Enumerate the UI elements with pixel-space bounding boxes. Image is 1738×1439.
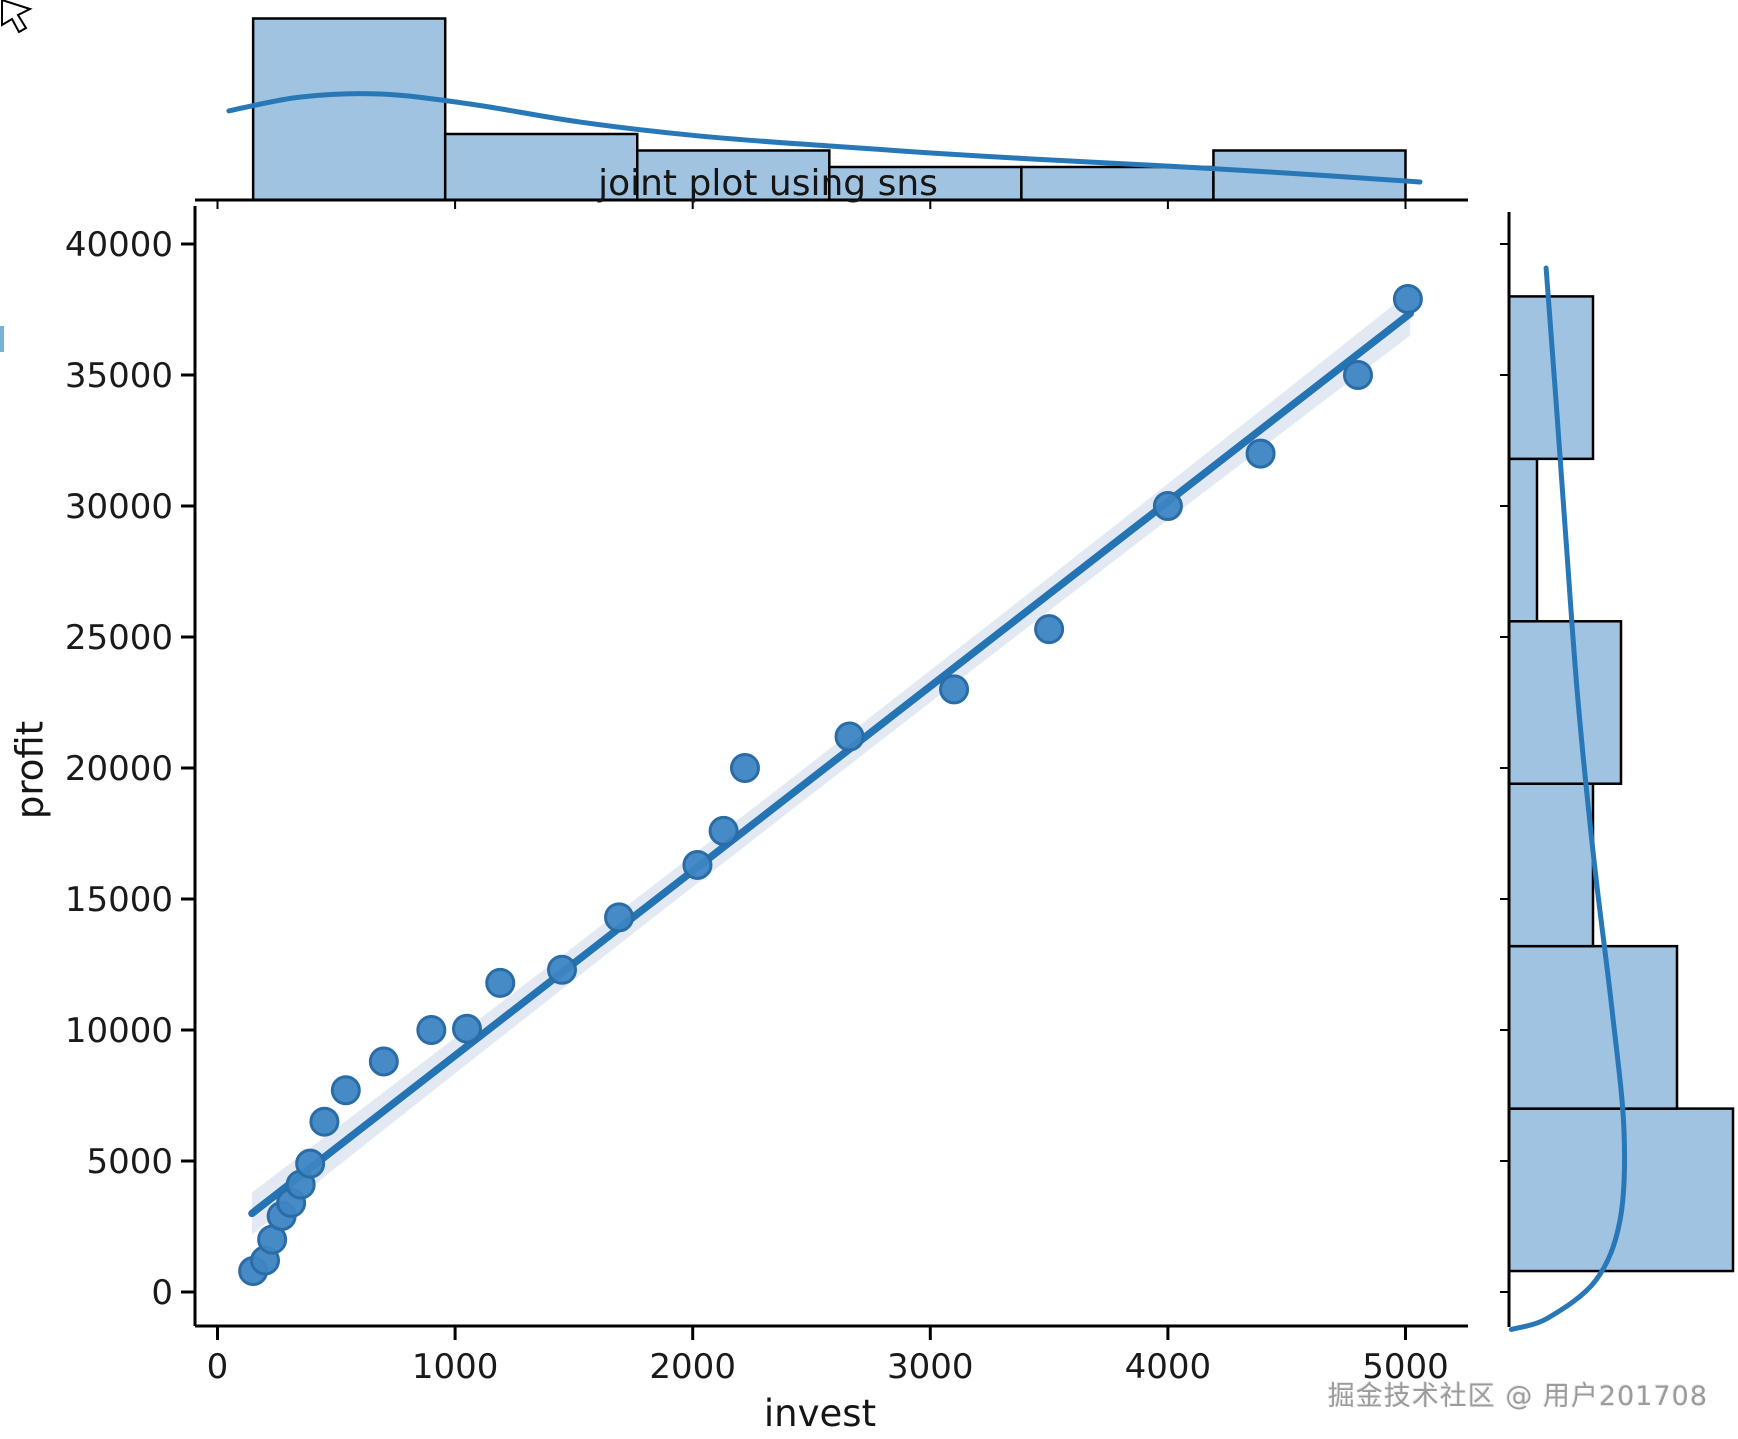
- scatter-point: [451, 1013, 482, 1044]
- regression-line: [248, 309, 1415, 1218]
- x-tick-label: 1000: [412, 1347, 499, 1387]
- y-tick-label: 15000: [65, 880, 173, 920]
- right-histogram-bar: [1507, 944, 1679, 1110]
- right-histogram-bar: [1507, 782, 1595, 948]
- y-tick-label: 20000: [65, 749, 173, 789]
- right-histogram-bar: [1507, 620, 1623, 785]
- right-histogram: [1500, 212, 1735, 1332]
- plot-title: joint plot using sns: [598, 163, 938, 204]
- top-histogram-bar: [443, 132, 639, 202]
- x-tick-label: 4000: [1125, 1347, 1212, 1387]
- y-tick-label: 25000: [65, 618, 173, 658]
- top-histogram-bar: [636, 149, 831, 202]
- x-tick-label: 0: [207, 1347, 229, 1387]
- scatter-layer: [238, 284, 1423, 1287]
- scatter-point: [1245, 438, 1276, 469]
- scatter-point: [1392, 284, 1423, 315]
- y-tick-label: 5000: [86, 1142, 173, 1182]
- y-axis-label: profit: [8, 720, 52, 820]
- y-tick-label: 10000: [65, 1011, 173, 1051]
- x-tick-label: 5000: [1362, 1347, 1449, 1387]
- scatter-point: [834, 721, 865, 752]
- scatter-point: [368, 1046, 399, 1077]
- scatter-point: [416, 1015, 447, 1045]
- scatter-point: [604, 902, 635, 933]
- top-histogram-bar: [251, 17, 447, 202]
- scatter-point: [1152, 491, 1183, 521]
- scatter-point: [708, 815, 739, 846]
- y-tick-label: 40000: [65, 225, 173, 265]
- screenshot-artifacts: [0, 0, 33, 352]
- scatter-point: [1034, 614, 1065, 645]
- right-histogram-bar: [1507, 1107, 1735, 1273]
- y-tick-label: 30000: [65, 487, 173, 527]
- edge-artifact: [0, 326, 4, 352]
- cursor-arrow-icon: [0, 0, 33, 34]
- axes-layer: 0 1000 2000 3000 4000 5000 0 5000 10000 15000 2000…: [65, 206, 1468, 1387]
- scatter-point: [547, 954, 578, 985]
- scatter-point: [330, 1075, 361, 1106]
- top-histogram: [195, 17, 1468, 209]
- scatter-point: [729, 753, 760, 783]
- regression-layer: [248, 309, 1415, 1218]
- watermark-text: 掘金技术社区 @ 用户201708: [1327, 1381, 1708, 1412]
- x-tick-label: 2000: [649, 1347, 736, 1387]
- scatter-point: [1342, 360, 1373, 390]
- scatter-point: [939, 674, 970, 705]
- x-tick-label: 3000: [887, 1347, 974, 1387]
- scatter-point: [309, 1106, 340, 1137]
- x-axis-label: invest: [763, 1392, 877, 1435]
- right-histogram-bar: [1507, 457, 1539, 623]
- y-tick-label: 35000: [65, 356, 173, 396]
- y-tick-label: 0: [151, 1273, 173, 1313]
- right-kde-curve: [1508, 265, 1628, 1332]
- scatter-point: [682, 849, 713, 880]
- top-kde-curve: [226, 91, 1423, 185]
- scatter-point: [295, 1148, 326, 1179]
- top-histogram-bar: [1020, 165, 1215, 202]
- scatter-point: [485, 967, 516, 998]
